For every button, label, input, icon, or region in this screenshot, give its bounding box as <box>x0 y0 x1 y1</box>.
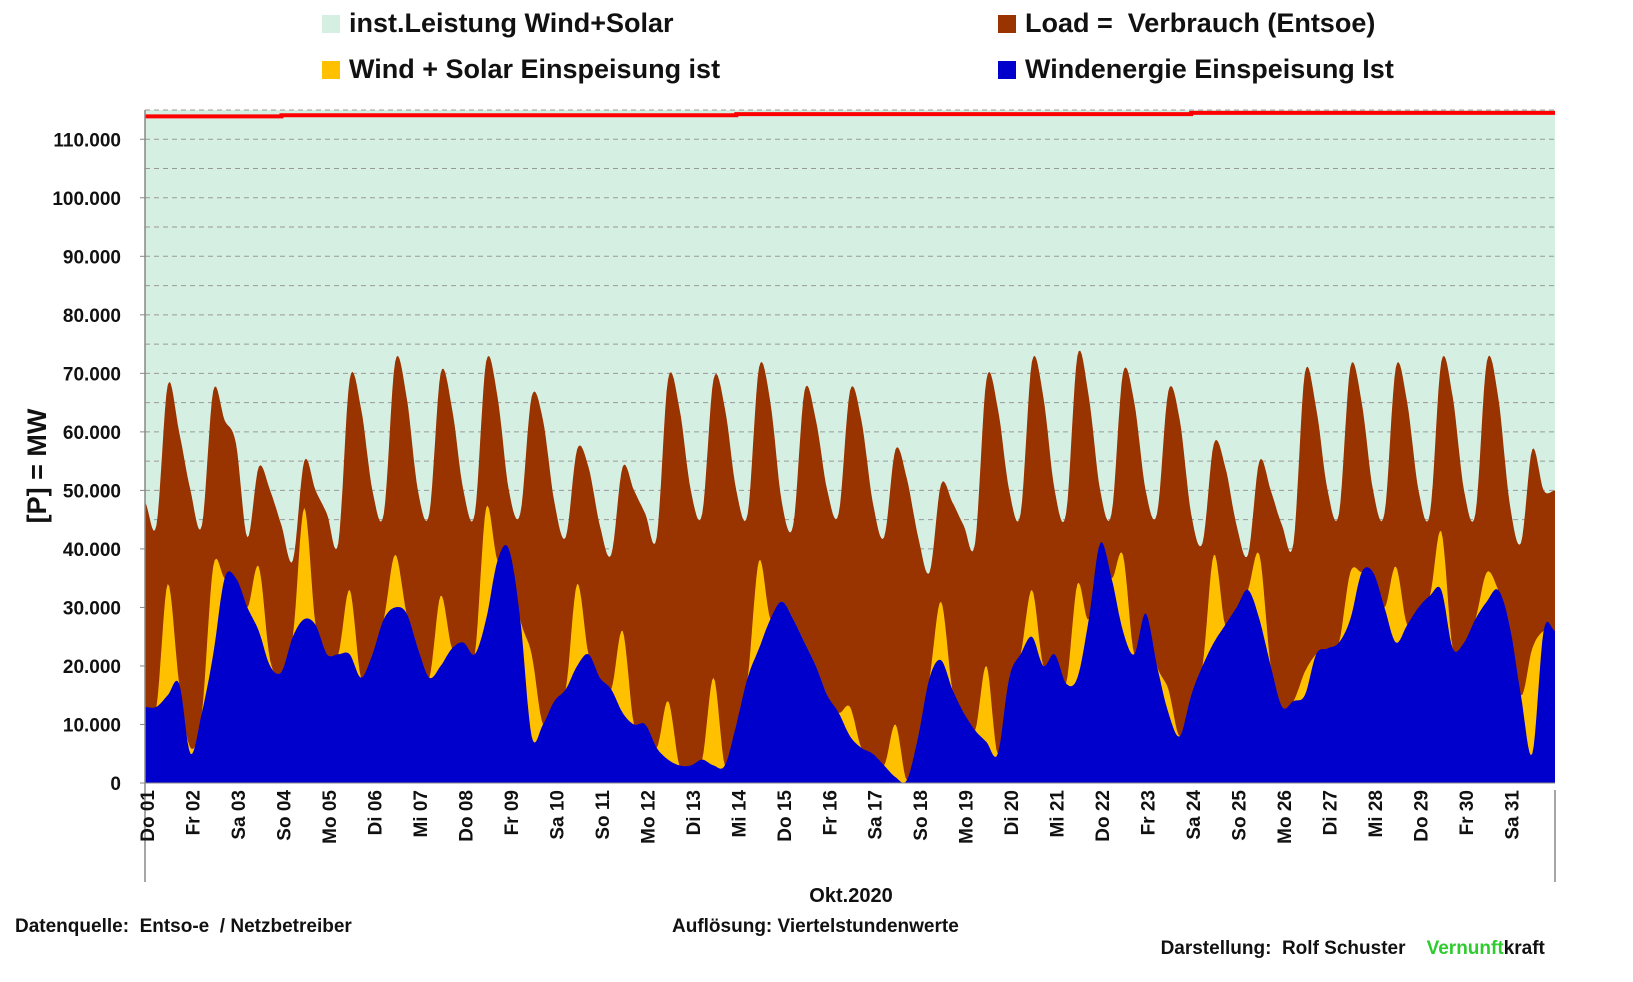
x-tick-label: Fr 02 <box>183 790 204 835</box>
brand-logo-green: Vernunft <box>1426 938 1504 959</box>
x-tick-label: Mo 19 <box>957 790 978 844</box>
wind-area <box>145 542 1555 783</box>
footer-author-text: Darstellung: Rolf Schuster <box>1160 938 1406 959</box>
legend-label-installed: inst.Leistung Wind+Solar <box>349 8 674 38</box>
y-tick-label: 50.000 <box>63 481 121 502</box>
y-tick-label: 30.000 <box>63 598 121 619</box>
axes: 0 10.000 20.000 30.000 40.000 50.000 60.000 70.… <box>52 110 1556 882</box>
x-tick-label: Fr 30 <box>1457 790 1478 835</box>
x-tick-label: Sa 10 <box>547 790 568 840</box>
x-tick-label: Do 01 <box>138 790 159 842</box>
x-tick-label: So 11 <box>593 790 614 840</box>
plot-area <box>145 109 1555 783</box>
footer-author: Darstellung: Rolf Schuster Vernunftkraft <box>1150 916 1545 960</box>
x-tick-label: Fr 23 <box>1139 790 1160 835</box>
x-tick-label: Di 20 <box>1002 790 1023 835</box>
y-tick-label: 60.000 <box>63 423 121 444</box>
x-axis-label: Okt.2020 <box>809 885 892 907</box>
x-tick-label: Mo 05 <box>320 790 341 844</box>
y-tick-label: 70.000 <box>63 364 121 385</box>
y-tick-label: 110.000 <box>53 130 121 151</box>
legend-label-load: Load = Verbrauch (Entsoe) <box>1025 8 1376 38</box>
x-tick-label: Sa 24 <box>1184 790 1205 840</box>
x-tick-label: Di 06 <box>365 790 386 835</box>
legend-swatch-load <box>998 14 1016 33</box>
x-tick-label: Sa 17 <box>866 790 887 840</box>
legend-swatch-wind <box>998 60 1016 79</box>
y-axis-label: [P] = MW <box>22 408 52 523</box>
legend-label-wind-solar: Wind + Solar Einspeisung ist <box>349 54 721 84</box>
footer-source: Datenquelle: Entso-e / Netzbetreiber <box>15 916 352 937</box>
x-tick-label: Mi 07 <box>411 790 432 838</box>
x-tick-label: Do 22 <box>1093 790 1114 842</box>
brand-logo-black: kraft <box>1503 938 1545 959</box>
legend-swatch-installed <box>322 14 340 33</box>
x-tick-label: So 18 <box>911 790 932 841</box>
x-tick-label: So 04 <box>274 790 295 841</box>
footer-resolution: Auflösung: Viertelstundenwerte <box>672 916 959 937</box>
legend-label-wind: Windenergie Einspeisung Ist <box>1025 54 1394 84</box>
x-tick-label: Sa 31 <box>1503 790 1524 840</box>
y-tick-label: 100.000 <box>52 189 121 210</box>
legend-item-wind: Windenergie Einspeisung Ist <box>998 54 1394 85</box>
x-tick-label: Mo 12 <box>638 790 659 844</box>
x-tick-label: Di 13 <box>684 790 705 835</box>
y-tick-label: 20.000 <box>63 657 121 678</box>
legend-item-installed: inst.Leistung Wind+Solar <box>322 8 674 39</box>
legend-swatch-wind-solar <box>322 60 340 79</box>
x-tick-label: Fr 16 <box>820 790 841 835</box>
x-tick-label: Mi 21 <box>1048 790 1069 838</box>
x-tick-label: Do 08 <box>456 790 477 842</box>
x-tick-label: Do 15 <box>775 790 796 842</box>
y-tick-label: 40.000 <box>63 540 121 561</box>
y-tick-label: 0 <box>110 774 121 795</box>
installed-capacity-line <box>145 110 1555 119</box>
x-tick-label: Fr 09 <box>502 790 523 835</box>
y-tick-label: 80.000 <box>63 306 121 327</box>
x-tick-label: So 25 <box>1230 790 1251 841</box>
x-tick-label: Sa 03 <box>229 790 250 840</box>
legend-item-wind-solar: Wind + Solar Einspeisung ist <box>322 54 720 85</box>
y-tick-label: 90.000 <box>63 247 121 268</box>
x-tick-label: Mo 26 <box>1275 790 1296 844</box>
x-tick-label: Do 29 <box>1412 790 1433 842</box>
legend-item-load: Load = Verbrauch (Entsoe) <box>998 8 1375 39</box>
x-tick-label: Di 27 <box>1321 790 1342 835</box>
x-tick-label: Mi 14 <box>729 790 750 838</box>
y-tick-label: 10.000 <box>63 715 121 736</box>
x-tick-label: Mi 28 <box>1366 790 1387 838</box>
